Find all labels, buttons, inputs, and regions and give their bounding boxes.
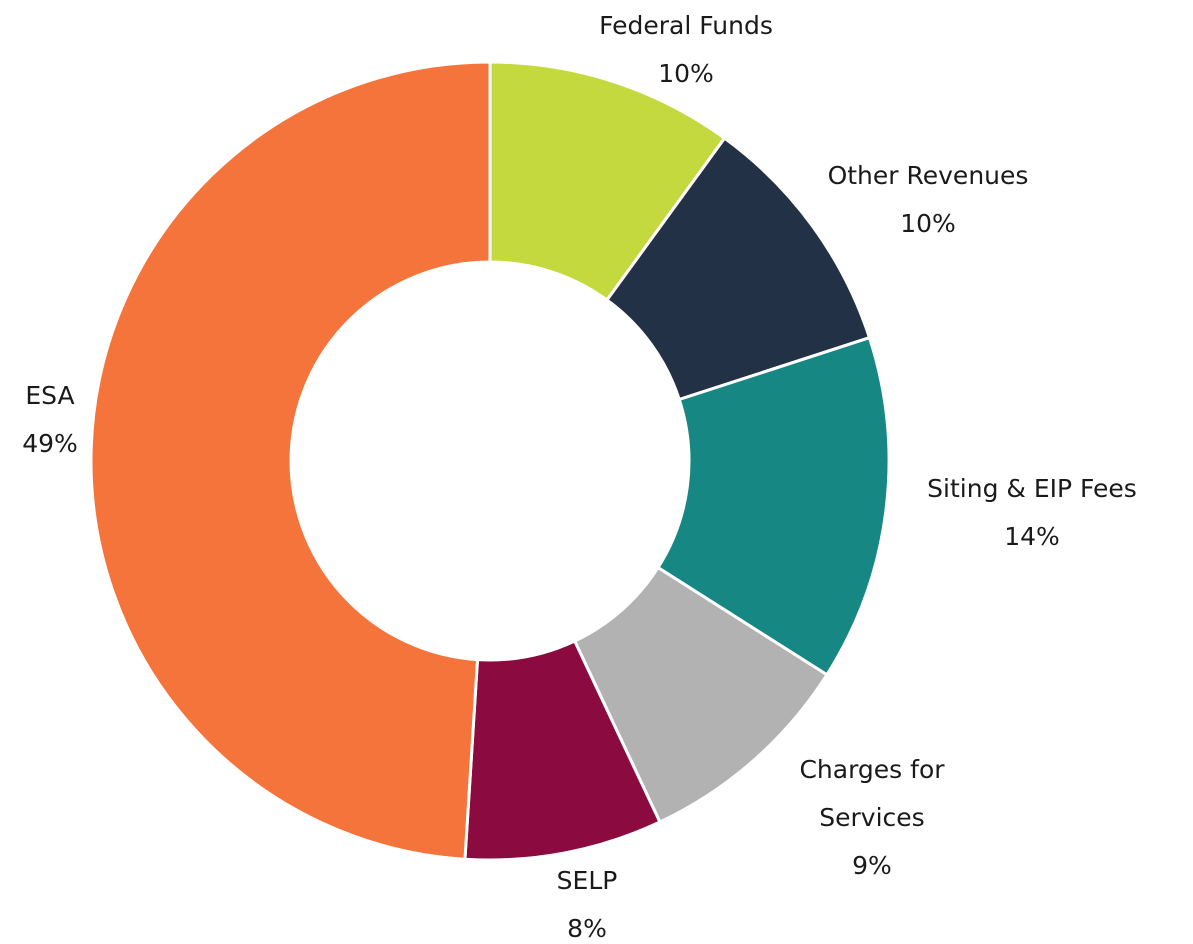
category-name: SELP: [556, 866, 618, 895]
category-name: Charges for Services: [799, 755, 945, 832]
value-label: 10%: [658, 59, 714, 88]
slice-label: Charges for Services 9%: [772, 746, 972, 890]
category-name: ESA: [25, 381, 75, 410]
slice-label: SELP 8%: [557, 857, 618, 944]
value-label: 10%: [900, 209, 956, 238]
category-name: Federal Funds: [599, 11, 773, 40]
category-name: Other Revenues: [827, 161, 1029, 190]
value-label: 9%: [852, 851, 892, 880]
slice-label: Siting & EIP Fees 14%: [927, 465, 1137, 561]
category-name: Siting & EIP Fees: [927, 474, 1137, 503]
value-label: 49%: [22, 429, 78, 458]
donut-slice: [655, 335, 891, 677]
slice-label: Federal Funds 10%: [599, 2, 773, 98]
value-label: 8%: [567, 914, 607, 943]
donut-slice: [604, 136, 872, 402]
donut-slice: [488, 60, 727, 303]
slice-label: ESA 49%: [22, 372, 78, 468]
value-label: 14%: [1004, 522, 1060, 551]
donut-slice: [89, 60, 492, 861]
slice-label: Other Revenues 10%: [828, 152, 1029, 248]
